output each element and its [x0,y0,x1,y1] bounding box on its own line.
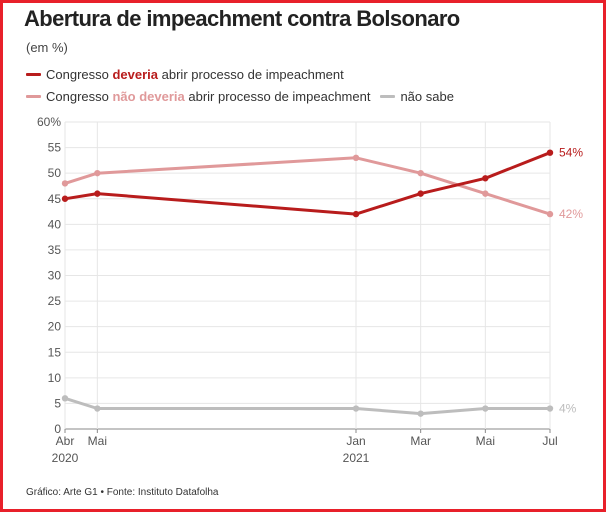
x-year-label: 2020 [52,451,79,465]
x-year-label: 2021 [343,451,370,465]
y-tick-label: 15 [48,345,62,359]
data-point [61,180,69,187]
legend-row-2: Congresso não deveria abrir processo de … [26,89,454,104]
series-line [63,396,552,416]
legend-prefix: Congresso [46,89,113,104]
y-tick-label: 20 [48,320,62,334]
series-line [63,151,552,216]
y-tick-label: 40 [48,217,62,231]
legend-swatch [26,95,41,98]
y-tick-label: 5 [54,396,61,410]
legend-item-deveria: Congresso deveria abrir processo de impe… [26,67,344,82]
legend-suffix: abrir processo de impeachment [158,67,344,82]
y-tick-label: 55 [48,141,62,155]
data-point [352,405,360,412]
data-point [352,154,360,162]
y-tick-label: 35 [48,243,62,257]
chart-subtitle: (em %) [26,40,68,55]
y-tick-label: 45 [48,192,62,206]
data-point [94,169,101,177]
y-tick-label: 25 [48,294,62,308]
y-tick-label: 60% [37,115,61,129]
data-point [482,405,489,412]
x-tick-label: Mai [476,434,495,448]
y-tick-label: 30 [48,269,62,283]
data-point [94,190,101,197]
data-point [546,210,554,218]
y-tick-label: 0 [54,422,61,436]
legend-item-nao-deveria: Congresso não deveria abrir processo de … [26,89,370,104]
legend-emphasis: deveria [112,67,159,82]
data-point [482,190,489,197]
data-point [546,405,554,412]
data-point [417,169,424,177]
data-point [61,195,69,202]
legend-item-nao-sabe: não sabe [380,89,454,104]
y-tick-label: 10 [48,371,62,385]
legend-swatch [380,95,396,98]
legend-suffix: abrir processo de impeachment [184,89,371,104]
x-tick-label: Mar [410,434,431,448]
chart-title: Abertura de impeachment contra Bolsonaro [24,6,460,31]
legend-label: não sabe [400,89,454,104]
data-point [417,410,424,417]
end-value-label: 42% [559,207,583,221]
legend-prefix: Congresso [46,67,113,82]
chart-source: Gráfico: Arte G1 • Fonte: Instituto Data… [26,487,219,498]
data-point [352,210,360,218]
x-tick-label: Jan [346,434,365,448]
data-point [417,190,424,197]
y-tick-label: 50 [48,166,62,180]
data-point [482,175,489,182]
data-point [94,405,101,412]
series-line [63,156,552,216]
legend-swatch [26,73,41,76]
end-value-label: 54% [559,146,583,160]
end-value-label: 4% [559,402,577,416]
legend-emphasis: não deveria [112,89,185,104]
data-point [546,149,554,156]
x-tick-label: Abr [56,434,75,448]
data-point [61,395,69,402]
x-tick-label: Jul [542,434,557,448]
x-tick-label: Mai [88,434,107,448]
